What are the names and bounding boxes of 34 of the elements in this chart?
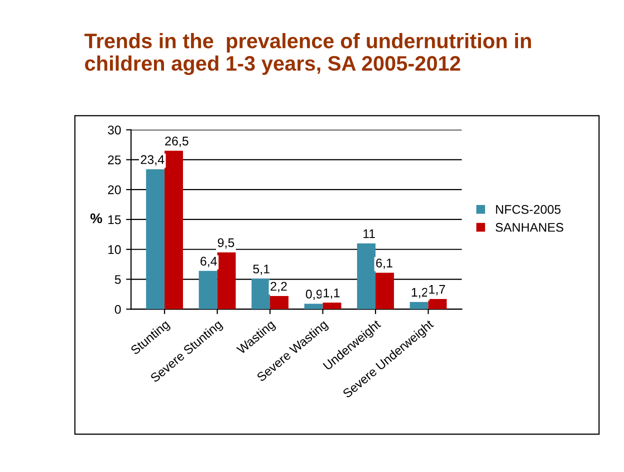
bar: [322, 302, 342, 310]
bar: [376, 272, 394, 310]
data-label: 9,5: [218, 238, 234, 249]
data-label: 11: [363, 229, 375, 238]
y-tick-label: 10: [108, 245, 121, 254]
y-tick-label: 25: [108, 155, 121, 164]
bar: [304, 304, 323, 310]
data-label: 6,1: [376, 258, 392, 269]
data-label: 2,2: [270, 282, 287, 292]
bar: [252, 278, 270, 310]
y-axis-title: %: [90, 213, 102, 224]
legend-label: NFCS-2005: [496, 205, 561, 214]
y-tick-label: 20: [108, 185, 121, 194]
bar: [428, 298, 447, 310]
data-label: 26,5: [165, 136, 188, 147]
chart-title: Trends in the prevalence of undernutrition in children aged 1-3 years, SA 2005-2012: [84, 33, 531, 75]
data-label: 1,2: [412, 288, 428, 298]
data-label: 1,7: [429, 285, 446, 296]
bar: [410, 302, 428, 310]
data-label: 0,9: [306, 290, 322, 300]
data-label: 6,4: [200, 256, 217, 268]
bar: [357, 243, 376, 310]
y-tick-label: 0: [114, 304, 121, 314]
y-tick-label: 15: [108, 215, 121, 224]
data-label: 1,1: [324, 288, 340, 299]
y-tick-label: 5: [114, 275, 121, 284]
y-tick-label: 30: [108, 126, 121, 134]
bar: [270, 296, 288, 310]
bar: [217, 252, 236, 310]
bar: [164, 150, 183, 310]
legend-label: SANHANES: [496, 222, 564, 232]
data-label: 23,4: [140, 155, 164, 166]
data-label: 5,1: [253, 264, 270, 275]
bar: [198, 270, 218, 310]
